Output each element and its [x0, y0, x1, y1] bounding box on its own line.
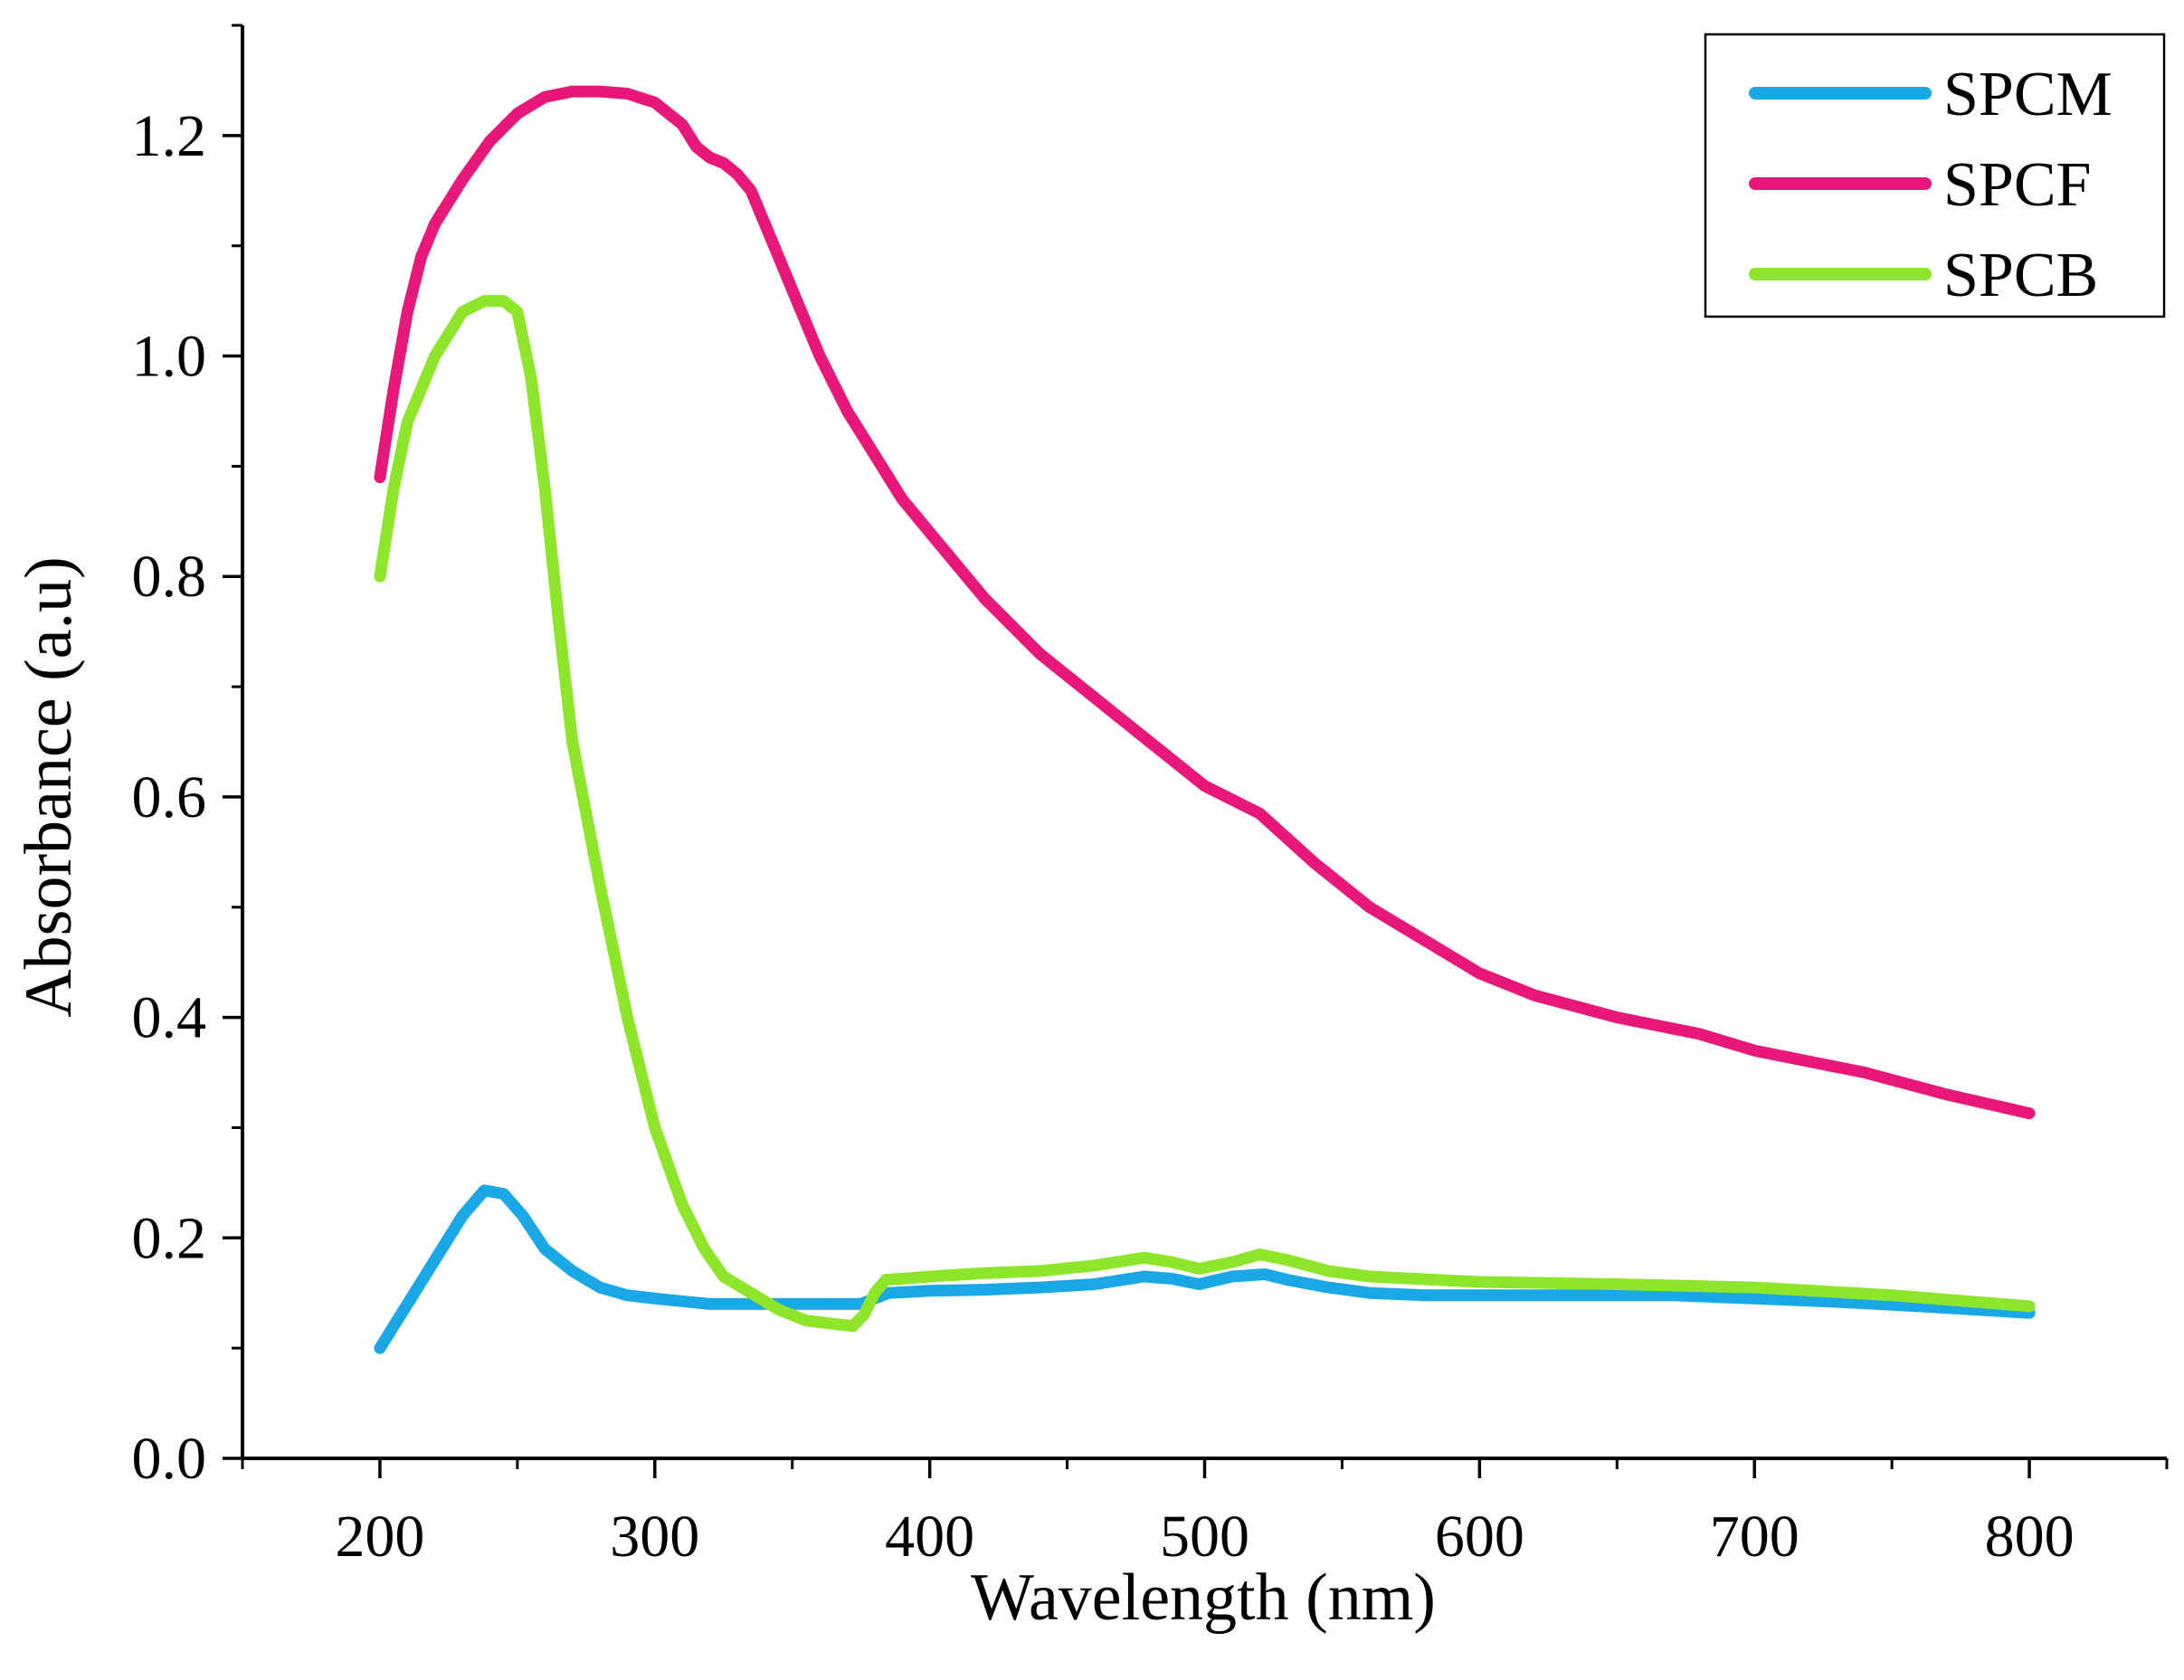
y-tick-label: 1.2: [132, 103, 207, 169]
legend-label-spcf: SPCF: [1943, 150, 2091, 220]
y-axis-label: Absorbance (a.u): [12, 556, 86, 1018]
y-tick-label: 0.0: [132, 1426, 207, 1492]
legend-label-spcb: SPCB: [1943, 241, 2098, 310]
x-tick-label: 700: [1710, 1504, 1799, 1570]
x-axis-label: Wavelength (nm): [971, 1561, 1436, 1635]
y-tick-label: 0.8: [132, 544, 207, 610]
y-tick-label: 1.0: [132, 324, 207, 390]
series-line-spcm: [374, 1184, 2036, 1354]
y-tick-label: 0.2: [132, 1205, 207, 1271]
x-tick-label: 200: [335, 1504, 424, 1570]
ticks-layer: 200 300 400 500 600 700 800 0.0 0.2 0.4 0.6 0.8 1.0 1…: [132, 24, 2169, 1570]
x-tick-label: 400: [885, 1504, 974, 1570]
legend-label-spcm: SPCM: [1943, 60, 2113, 129]
legend: SPCM SPCF SPCB: [1704, 33, 2166, 318]
y-tick-label: 0.4: [132, 985, 207, 1051]
x-tick-label: 600: [1435, 1504, 1524, 1570]
x-tick-label: 500: [1160, 1504, 1249, 1570]
x-tick-label: 800: [1985, 1504, 2075, 1570]
series-line-spcb: [374, 295, 2036, 1333]
series-layer: [374, 85, 2036, 1354]
x-tick-label: 300: [610, 1504, 699, 1570]
series-line-spcf: [374, 85, 2036, 1120]
y-tick-label: 0.6: [132, 764, 207, 831]
